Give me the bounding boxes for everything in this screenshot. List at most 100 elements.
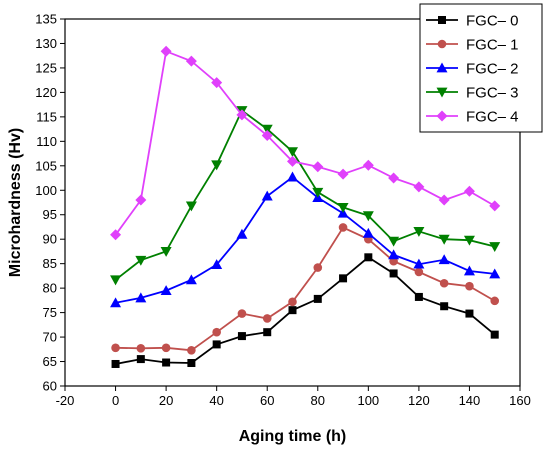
- legend-label: FGC– 2: [466, 61, 519, 78]
- legend-label: FGC– 0: [466, 13, 519, 30]
- y-tick-label: 90: [43, 232, 57, 247]
- data-point: [212, 340, 221, 349]
- data-point: [237, 309, 247, 318]
- x-tick-labels: -20 0 20 40 60 80 100 120 140 160: [56, 393, 531, 408]
- data-point: [211, 77, 223, 89]
- data-point: [110, 275, 122, 286]
- y-tick-label: 125: [35, 60, 57, 75]
- data-point: [111, 343, 120, 353]
- legend-label: FGC– 4: [466, 109, 519, 126]
- x-tick-label: 160: [509, 393, 531, 408]
- legend-item: FGC– 3: [426, 85, 519, 102]
- series-line: [114, 50, 496, 236]
- data-point: [288, 306, 297, 315]
- data-point: [463, 235, 475, 246]
- data-point: [313, 294, 322, 303]
- legend-label: FGC– 1: [466, 37, 519, 54]
- data-point: [364, 253, 373, 262]
- legend-marker: [438, 16, 446, 24]
- data-point: [162, 358, 171, 367]
- data-point: [438, 254, 450, 265]
- data-point: [337, 168, 349, 180]
- data-point: [136, 344, 146, 353]
- data-point: [362, 211, 374, 222]
- data-point: [312, 161, 324, 173]
- data-point: [263, 328, 272, 337]
- data-point: [287, 155, 298, 167]
- data-point: [187, 345, 196, 355]
- data-point: [414, 292, 423, 301]
- legend-marker: [437, 39, 447, 49]
- data-point: [337, 202, 349, 213]
- y-tick-label: 80: [43, 281, 57, 296]
- data-point: [362, 159, 374, 171]
- data-point: [465, 281, 474, 291]
- x-tick-label: 140: [459, 393, 481, 408]
- data-point: [463, 185, 475, 197]
- y-tick-label: 65: [43, 354, 57, 369]
- x-tick-label: 0: [112, 393, 119, 408]
- legend-marker: [436, 87, 448, 98]
- data-point: [414, 267, 424, 277]
- data-point: [160, 247, 172, 257]
- data-point: [160, 45, 172, 57]
- data-point: [489, 200, 501, 212]
- data-point: [438, 194, 450, 206]
- data-point: [288, 297, 297, 307]
- data-point: [388, 249, 400, 260]
- data-point: [413, 181, 425, 193]
- data-point: [362, 227, 374, 238]
- x-tick-label: 60: [260, 393, 274, 408]
- legend-label: FGC– 3: [466, 85, 519, 102]
- x-tick-label: 80: [311, 393, 325, 408]
- data-point: [490, 330, 499, 339]
- data-point: [211, 160, 223, 171]
- data-point: [489, 242, 501, 253]
- x-tick-label: 120: [408, 393, 430, 408]
- y-tick-labels: 60 65 70 75 80 85 90 95 100 105 110 115 120 125 130 135: [35, 12, 57, 394]
- legend-marker: [436, 110, 448, 122]
- y-tick-label: 120: [35, 85, 57, 100]
- data-point: [439, 278, 449, 288]
- y-axis-label: Microhardness (Hv): [7, 128, 24, 277]
- data-point: [338, 223, 348, 232]
- data-point: [262, 314, 272, 323]
- data-point: [111, 359, 120, 368]
- legend-item: FGC– 1: [426, 37, 519, 54]
- data-point: [187, 359, 196, 368]
- data-point: [413, 258, 425, 269]
- x-axis-label: Aging time (h): [239, 428, 347, 445]
- data-point: [313, 263, 323, 272]
- series-3: [110, 106, 501, 286]
- axis-ticks: [60, 18, 521, 391]
- y-tick-label: 70: [43, 330, 57, 345]
- legend-item: FGC– 0: [426, 13, 519, 30]
- series-layer: [110, 45, 501, 368]
- data-point: [185, 201, 197, 212]
- data-point: [440, 302, 449, 311]
- data-point: [413, 226, 425, 237]
- data-point: [388, 236, 400, 247]
- data-point: [261, 190, 273, 201]
- legend-item: FGC– 4: [426, 109, 519, 126]
- data-point: [135, 292, 147, 303]
- plot-frame: [64, 18, 521, 387]
- data-point: [135, 255, 147, 266]
- data-point: [236, 228, 248, 239]
- y-tick-label: 130: [35, 36, 57, 51]
- data-point: [261, 129, 273, 141]
- data-point: [463, 265, 475, 276]
- data-point: [312, 187, 324, 198]
- data-point: [287, 147, 298, 158]
- data-point: [237, 332, 246, 341]
- y-tick-label: 100: [35, 183, 57, 198]
- x-tick-label: 100: [357, 393, 379, 408]
- series-line: [115, 226, 496, 352]
- data-point: [110, 229, 122, 241]
- series-0: [111, 253, 499, 368]
- y-tick-label: 110: [36, 134, 57, 149]
- data-point: [339, 274, 348, 283]
- data-point: [160, 285, 172, 295]
- x-tick-label: -20: [56, 393, 75, 408]
